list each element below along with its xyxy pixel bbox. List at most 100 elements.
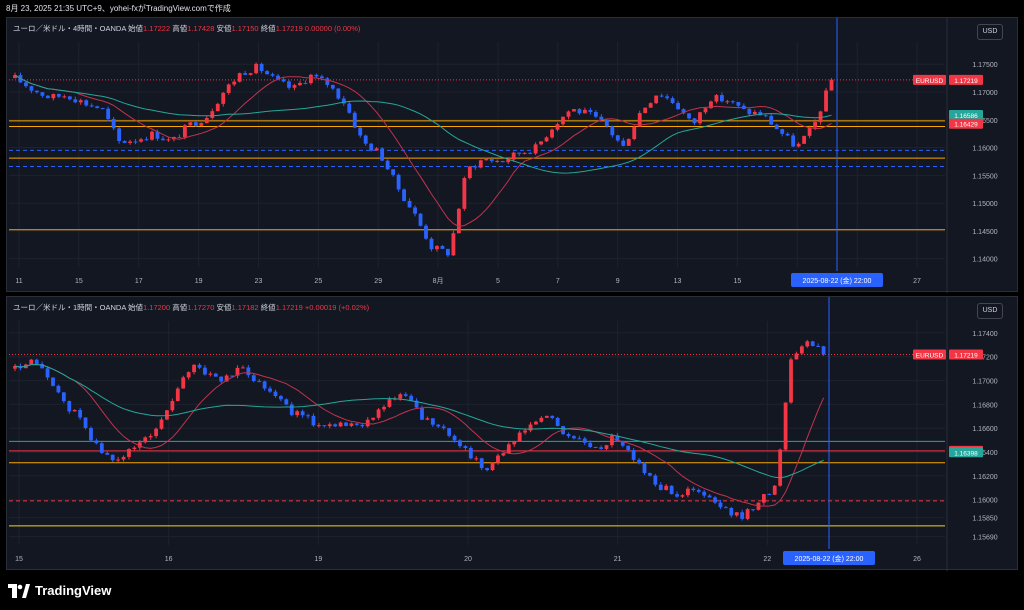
tradingview-logo[interactable]: TradingView <box>8 583 111 598</box>
candle-body <box>181 377 186 389</box>
candle-body <box>371 417 376 420</box>
x-tick-label: 23 <box>255 278 263 285</box>
candle-body <box>182 125 187 138</box>
candle-body <box>496 455 500 463</box>
chart-svg-1h[interactable]: 15 16 19 20 21 22 26 1.17400 1.17200 1.17000 1.168… <box>7 297 1019 571</box>
y-tick-label: 1.17000 <box>972 90 997 97</box>
candle-body <box>632 126 637 140</box>
candle-body <box>148 436 153 438</box>
candle-body <box>40 92 45 96</box>
candle-body <box>72 409 77 412</box>
candle-body <box>785 133 790 136</box>
candle-body <box>78 100 83 103</box>
x-tick-label: 7 <box>556 278 560 285</box>
candle-body <box>330 84 335 89</box>
candle-body <box>35 90 39 93</box>
currency-button[interactable]: USD <box>977 303 1003 319</box>
x-tick-label: 13 <box>674 278 682 285</box>
candle-body <box>816 345 821 347</box>
candle-body <box>436 424 441 427</box>
legend-open-label: 始値 <box>128 24 144 33</box>
candle-body <box>424 225 428 239</box>
candle-body <box>380 148 385 161</box>
candle-body <box>341 98 346 104</box>
candle-body <box>620 441 625 446</box>
candle-body <box>789 359 793 403</box>
candle-body <box>468 447 473 459</box>
candle-body <box>354 423 359 425</box>
y-tick-label: 1.17500 <box>972 62 997 69</box>
candle-body <box>539 417 544 422</box>
legend-low: 1.17182 <box>231 303 259 312</box>
candle-body <box>204 117 209 124</box>
legend-change: 0.00000 (0.00%) <box>304 24 361 33</box>
candle-body <box>155 131 160 139</box>
candle-body <box>458 440 462 447</box>
crosshair-date-label: 2025-08-22 (金) 22:00 <box>791 273 883 287</box>
candle-body <box>84 100 89 106</box>
candle-body <box>610 435 614 446</box>
crosshair-date-bg <box>783 551 875 565</box>
candle-body <box>203 367 207 375</box>
currency-button[interactable]: USD <box>977 24 1003 40</box>
candle-body <box>577 109 582 114</box>
candle-body <box>208 373 213 375</box>
price-label-bg <box>913 74 946 85</box>
chart-svg-4h[interactable]: 111517192325298月57913151921271.175001.17… <box>7 18 1019 293</box>
candle-body <box>358 127 363 136</box>
footer: TradingView <box>0 574 1024 610</box>
chart-pane-4h[interactable]: 111517192325298月57913151921271.175001.17… <box>6 17 1019 293</box>
candle-body <box>40 363 45 369</box>
y-tick-label: 1.17200 <box>972 355 997 362</box>
price-label-bg <box>949 110 983 120</box>
candle-body <box>391 169 396 175</box>
y-tick-label: 1.15850 <box>972 516 997 523</box>
candle-body <box>555 124 560 130</box>
candle-body <box>751 509 755 511</box>
candle-body <box>117 128 122 142</box>
candle-body <box>387 399 392 407</box>
legend-symbol: ユーロ／米ドル・4時間・OANDA <box>13 24 126 33</box>
candle-body <box>599 116 604 120</box>
candle-body <box>425 418 430 420</box>
candle-body <box>128 141 132 143</box>
candle-body <box>287 81 291 88</box>
price-label-bg <box>949 349 983 360</box>
candle-body <box>210 111 215 118</box>
chart-pane-1h[interactable]: 15 16 19 20 21 22 26 1.17400 1.17200 1.17000 1.168… <box>6 296 1019 571</box>
candle-body <box>670 98 675 103</box>
candle-body <box>246 367 251 376</box>
candle-body <box>778 449 783 486</box>
candle-body <box>702 491 707 496</box>
candle-body <box>199 123 204 126</box>
candle-body <box>761 494 766 503</box>
candle-body <box>637 113 642 127</box>
candle-body <box>165 410 169 420</box>
price-label-text: 1.16398 <box>954 450 978 457</box>
candle-body <box>621 140 626 146</box>
candle-body <box>490 462 495 471</box>
candle-body <box>237 73 242 82</box>
candle-body <box>566 434 571 437</box>
candle-body <box>658 484 663 490</box>
crosshair-date-label: 2025-08-22 (金) 22:00 <box>783 551 875 565</box>
candle-body <box>365 419 370 427</box>
candle-body <box>501 453 506 456</box>
candle-body <box>729 507 734 516</box>
candle-body <box>13 365 17 369</box>
candle-body <box>799 346 804 354</box>
crosshair-date-text: 2025-08-22 (金) 22:00 <box>795 554 864 563</box>
candle-body <box>654 95 659 104</box>
ma-long-line <box>14 74 832 174</box>
candle-body <box>111 119 116 129</box>
candle-body <box>251 375 256 382</box>
header-text: 8月 23, 2025 21:35 UTC+9、yohei-fxがTrading… <box>6 4 231 13</box>
candle-body <box>489 158 494 162</box>
price-label-price: 1.17219 <box>949 349 983 360</box>
candle-body <box>159 419 164 429</box>
candle-body <box>143 437 148 443</box>
price-label-symbol: EURUSD <box>913 74 946 85</box>
x-tick-label: 27 <box>913 278 921 285</box>
legend-close: 1.17219 <box>275 24 303 33</box>
candle-body <box>132 447 137 450</box>
